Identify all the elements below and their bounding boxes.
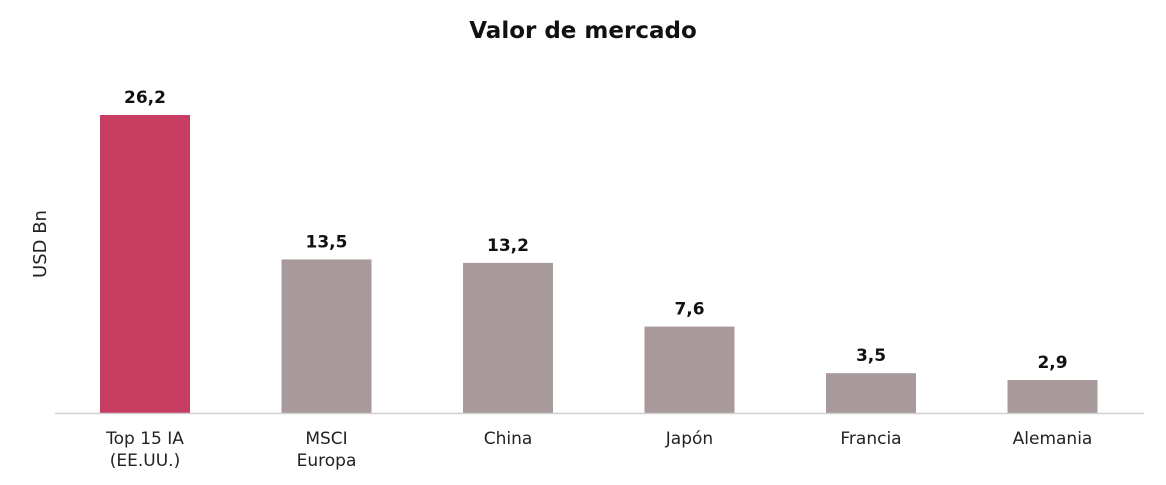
data-label-4: 3,5 [856, 346, 886, 366]
bar-3 [644, 326, 735, 413]
data-label-5: 2,9 [1037, 353, 1067, 373]
bar-4 [826, 373, 916, 413]
x-tick-labels-group: Top 15 IA (EE.UU.) MSCI Europa China Japón Fra… [105, 429, 1092, 471]
x-tick-label-2: China [484, 429, 533, 449]
data-label-1: 13,5 [306, 232, 348, 252]
bar-5 [1007, 380, 1098, 413]
x-tick-label-line: Europa [297, 451, 357, 471]
x-tick-label-5: Alemania [1013, 429, 1093, 449]
data-label-3: 7,6 [674, 300, 704, 320]
x-tick-label-3: Japón [665, 429, 713, 449]
x-tick-label-1: MSCI Europa [297, 429, 357, 471]
bars-group [100, 115, 1098, 413]
y-axis-label: USD Bn [30, 210, 51, 278]
x-tick-label-line: Japón [665, 429, 713, 449]
bar-2 [463, 262, 553, 413]
value-labels-group: 26,2 13,5 13,2 7,6 3,5 2,9 [124, 88, 1068, 373]
bar-0 [100, 115, 190, 413]
data-label-0: 26,2 [124, 88, 166, 108]
x-tick-label-0: Top 15 IA (EE.UU.) [105, 429, 184, 471]
data-label-2: 13,2 [487, 236, 529, 256]
bar-1 [281, 259, 372, 413]
x-tick-label-line: Top 15 IA [105, 429, 184, 449]
x-tick-label-line: (EE.UU.) [110, 451, 180, 471]
chart-title: Valor de mercado [469, 18, 697, 44]
x-tick-label-line: MSCI [305, 429, 347, 449]
x-tick-label-line: Alemania [1013, 429, 1093, 449]
x-tick-label-line: Francia [840, 429, 901, 449]
x-tick-label-4: Francia [840, 429, 901, 449]
x-tick-label-line: China [484, 429, 533, 449]
